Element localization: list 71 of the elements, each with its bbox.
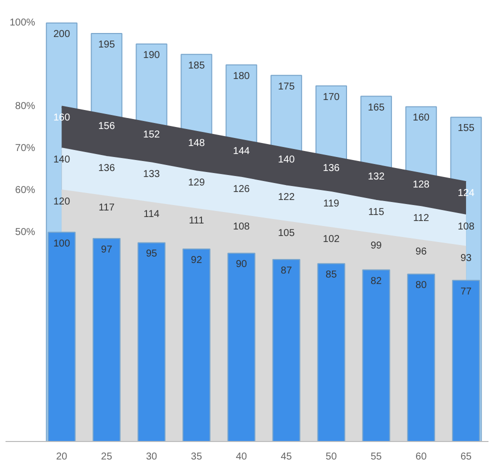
data-label: 108 — [458, 222, 475, 233]
data-label: 175 — [278, 81, 296, 92]
data-label: 93 — [460, 252, 472, 264]
data-label: 185 — [188, 60, 206, 72]
bar — [182, 248, 210, 442]
data-label: 111 — [188, 215, 204, 226]
bar — [272, 258, 300, 442]
data-label: 195 — [98, 40, 116, 51]
data-label: 119 — [323, 198, 340, 210]
data-label: 132 — [368, 171, 385, 182]
x-tick-label: 55 — [370, 452, 382, 462]
data-label: 77 — [460, 286, 472, 298]
data-label: 136 — [322, 162, 340, 174]
data-label: 108 — [233, 222, 250, 233]
data-label: 105 — [278, 228, 296, 239]
data-label: 114 — [144, 208, 160, 220]
data-label: 99 — [370, 240, 382, 252]
data-label: 129 — [188, 178, 206, 189]
x-tick-label: 35 — [190, 452, 202, 462]
x-tick-label: 65 — [460, 452, 472, 462]
data-label: 200 — [53, 29, 70, 40]
annotation: 70% — [15, 143, 36, 154]
x-tick-label: 25 — [101, 452, 113, 462]
data-label: 170 — [322, 92, 340, 103]
data-label: 80 — [416, 280, 428, 292]
data-label: 148 — [188, 138, 206, 149]
data-label: 95 — [146, 248, 158, 260]
data-label: 140 — [278, 154, 296, 166]
data-label: 136 — [98, 162, 116, 174]
bar — [407, 274, 436, 442]
data-label: 180 — [233, 70, 250, 82]
data-label: 156 — [98, 121, 116, 132]
data-label: 90 — [236, 259, 248, 270]
x-tick-label: 60 — [416, 452, 428, 462]
bar — [227, 252, 256, 442]
annotation: 100% — [10, 18, 36, 29]
data-label: 82 — [370, 276, 382, 287]
x-tick-label: 40 — [236, 452, 248, 462]
data-label: 144 — [233, 146, 250, 158]
bar — [362, 269, 390, 442]
bar — [92, 238, 121, 442]
data-label: 120 — [53, 196, 70, 208]
data-label: 155 — [458, 123, 475, 134]
data-label: 190 — [143, 50, 160, 61]
data-label: 97 — [101, 244, 113, 256]
annotation: 60% — [15, 184, 36, 196]
data-label: 102 — [322, 234, 340, 246]
data-label: 140 — [53, 154, 70, 166]
data-label: 152 — [143, 129, 160, 140]
annotation: 50% — [15, 226, 36, 238]
x-tick-label: 45 — [280, 452, 292, 462]
data-label: 87 — [280, 265, 292, 276]
bar — [138, 242, 166, 442]
bar — [317, 263, 346, 442]
data-label: 100 — [53, 238, 70, 250]
data-label: 126 — [233, 184, 250, 195]
data-label: 92 — [190, 255, 202, 266]
x-tick-label: 20 — [56, 452, 68, 462]
data-label: 160 — [412, 112, 430, 124]
data-label: 96 — [416, 246, 428, 258]
data-label: 117 — [98, 202, 116, 214]
data-label: 128 — [412, 180, 430, 191]
data-label: 133 — [143, 169, 160, 180]
annotation: 80% — [15, 101, 36, 112]
data-label: 85 — [326, 270, 338, 281]
data-label: 122 — [278, 192, 296, 204]
data-label: 112 — [413, 213, 430, 224]
data-label: 165 — [368, 102, 385, 114]
x-tick-label: 30 — [146, 452, 158, 462]
x-tick-label: 50 — [326, 452, 338, 462]
data-label: 115 — [368, 206, 385, 218]
